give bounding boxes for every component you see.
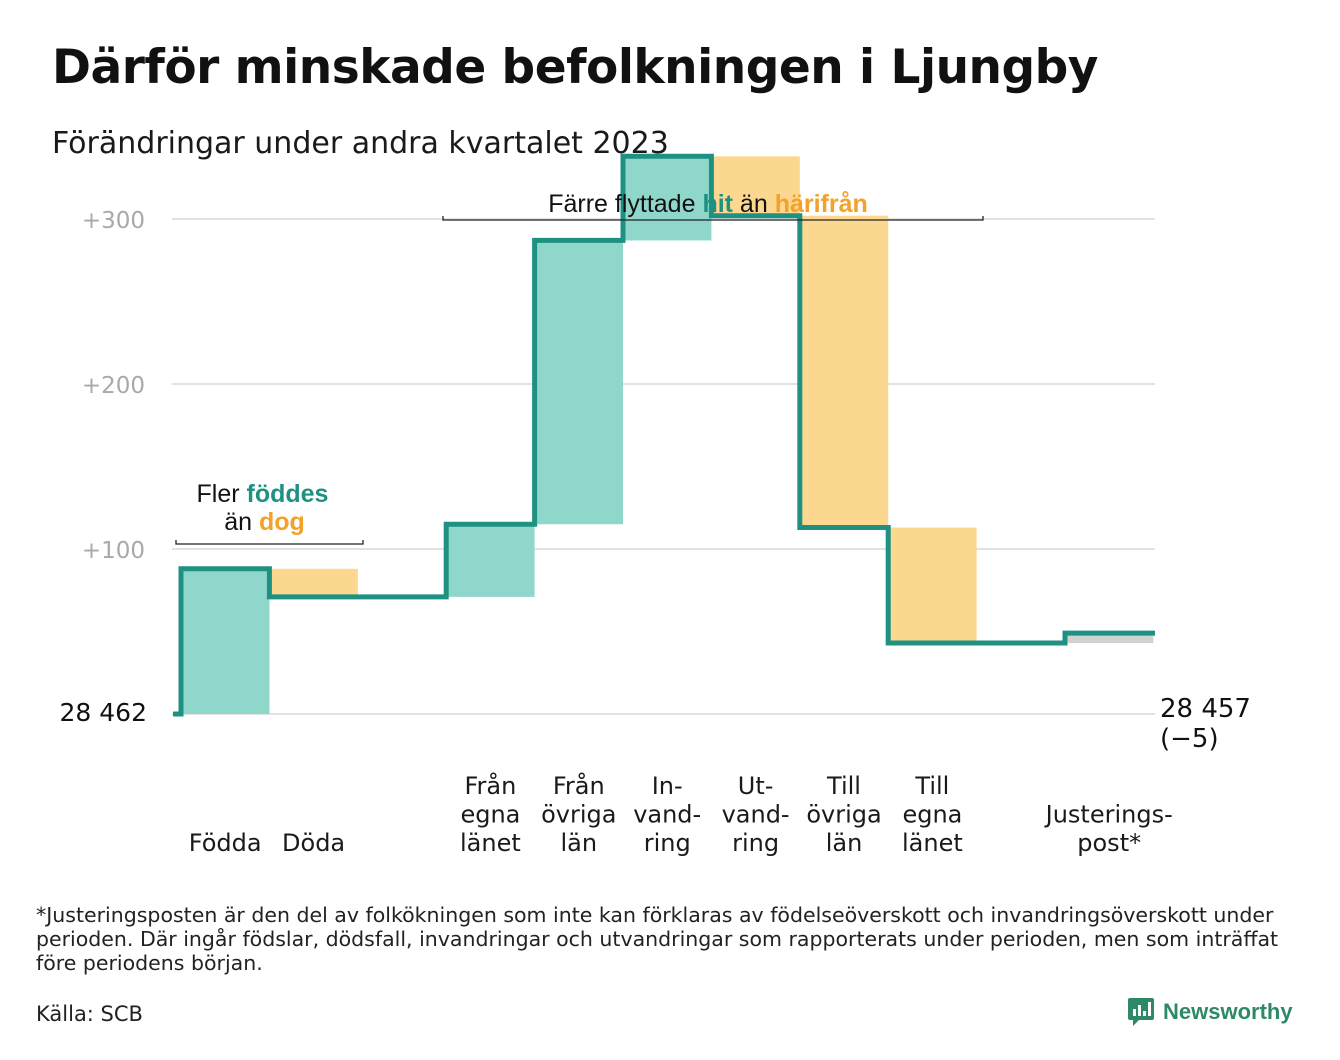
chart-subtitle: Förändringar under andra kvartalet 2023: [52, 126, 669, 161]
bar-out: [888, 527, 977, 644]
category-label: egna: [902, 801, 962, 829]
category-label: In-: [652, 772, 683, 800]
annotation-births-line2-part: dog: [259, 508, 305, 536]
category-label: post*: [1077, 829, 1141, 857]
y-tick-label: +100: [82, 538, 145, 564]
category-label: vand-: [722, 801, 790, 829]
chart-title: Därför minskade befolkningen i Ljungby: [52, 40, 1098, 95]
annotation-births-part: föddes: [247, 480, 329, 508]
annotation-births-line2-part: än: [224, 508, 259, 536]
category-label: Till: [914, 772, 949, 800]
category-label: egna: [460, 801, 520, 829]
cumulative-step-line: [173, 153, 1155, 717]
annotation-bracket: [442, 216, 984, 221]
newsworthy-logo-text: Newsworthy: [1163, 999, 1293, 1024]
category-label: Till: [826, 772, 861, 800]
end-value-label: 28 457: [1160, 694, 1251, 724]
category-label: vand-: [633, 801, 701, 829]
category-label: övriga: [806, 801, 881, 829]
annotation-migration: Färre flyttade hit än härifrån: [548, 190, 868, 218]
category-label: övriga: [541, 801, 616, 829]
newsworthy-logo-icon: [1128, 998, 1154, 1026]
footnote: *Justeringsposten är den del av folkökni…: [36, 903, 1279, 975]
annotation-bracket: [175, 540, 364, 545]
newsworthy-logo: Newsworthy: [1127, 997, 1293, 1027]
annotation-births: Fler föddes: [197, 480, 329, 508]
category-label: Justerings-: [1044, 801, 1173, 829]
category-label: ring: [732, 829, 779, 857]
annotation-migration-part: Färre flyttade: [548, 190, 702, 218]
category-label: länet: [902, 829, 963, 857]
annotation-migration-part: hit: [702, 190, 733, 218]
end-change-label: (−5): [1160, 724, 1219, 754]
bar-in: [534, 240, 623, 525]
category-label: ring: [644, 829, 691, 857]
category-label: Från: [553, 771, 605, 800]
category-label: Från: [464, 771, 516, 800]
bar-out: [799, 215, 889, 528]
bar-in: [623, 156, 712, 241]
annotation-migration-part: än: [733, 190, 775, 218]
category-label: Döda: [282, 829, 345, 857]
category-label: länet: [460, 829, 521, 857]
category-label: Ut-: [738, 772, 774, 800]
y-tick-label: +200: [82, 373, 145, 399]
start-value-label: 28 462: [60, 698, 147, 727]
source-note: Källa: SCB: [36, 1002, 143, 1026]
bar-in: [181, 568, 270, 714]
bar-out: [269, 568, 358, 597]
annotation-births-line2: än dog: [224, 508, 305, 536]
category-label: län: [826, 829, 863, 857]
bar-in: [446, 524, 535, 597]
category-label: län: [561, 829, 598, 857]
annotation-births-part: Fler: [197, 480, 247, 508]
category-label: Födda: [189, 829, 262, 857]
bar-out: [711, 156, 800, 216]
y-tick-label: +300: [82, 208, 145, 234]
bar-adjust: [1065, 633, 1154, 644]
annotation-migration-part: härifrån: [775, 190, 868, 218]
